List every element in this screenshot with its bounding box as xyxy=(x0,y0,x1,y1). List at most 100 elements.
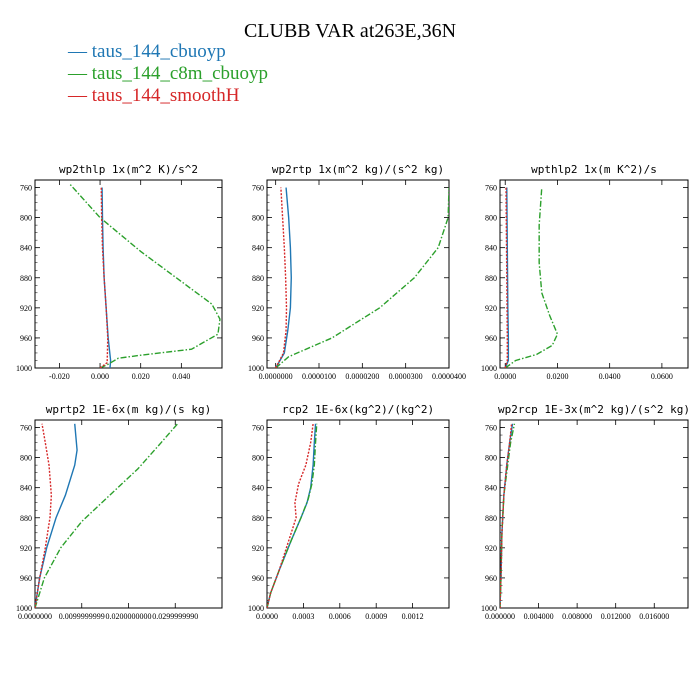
x-tick-label: 0.012000 xyxy=(601,612,631,621)
y-tick-label: 960 xyxy=(485,574,497,583)
legend-swatch: — xyxy=(68,63,87,84)
legend-item-cbuoyp: — taus_144_cbuoyp xyxy=(68,41,268,63)
chart-title: wprtp2 1E-6x(m kg)/(s kg) xyxy=(46,403,212,416)
y-tick-label: 920 xyxy=(20,544,32,553)
y-tick-label: 760 xyxy=(485,184,497,193)
x-tick-label: 0.040 xyxy=(172,372,190,381)
x-tick-label: 0.0200000000 xyxy=(106,612,152,621)
legend-label: taus_144_smoothH xyxy=(91,85,240,106)
series-line-3 xyxy=(275,187,288,368)
series-line-1 xyxy=(500,423,514,608)
y-tick-label: 920 xyxy=(252,304,264,313)
legend-swatch: — xyxy=(68,85,87,106)
series-line-2 xyxy=(504,187,559,368)
y-tick-label: 920 xyxy=(252,544,264,553)
chart-panel-1: wp2thlp 1x(m^2 K)/s^2 760 800 840 880 920 960 1… xyxy=(16,163,223,381)
y-tick-label: 800 xyxy=(252,454,264,463)
series-line-3 xyxy=(504,187,509,368)
y-tick-label: 960 xyxy=(252,334,264,343)
y-tick-label: 880 xyxy=(252,514,264,523)
x-tick-label: 0.016000 xyxy=(639,612,669,621)
chart-panel-5: rcp2 1E-6x(kg^2)/(kg^2) 760 800 840 880 920 96… xyxy=(248,403,450,621)
legend-item-smoothh: — taus_144_smoothH xyxy=(68,85,268,107)
y-tick-label: 800 xyxy=(20,454,32,463)
y-tick-label: 1000 xyxy=(16,364,32,373)
x-tick-label: 0.0012 xyxy=(402,612,424,621)
chart-title: wp2thlp 1x(m^2 K)/s^2 xyxy=(59,163,198,176)
y-tick-label: 1000 xyxy=(481,364,497,373)
series-line-2 xyxy=(275,187,449,368)
y-tick-label: 840 xyxy=(252,244,264,253)
series-line-3 xyxy=(500,423,513,608)
y-tick-label: 760 xyxy=(20,424,32,433)
x-tick-label: 0.0000000 xyxy=(259,372,293,381)
x-tick-label: 0.0003 xyxy=(292,612,314,621)
y-tick-label: 1000 xyxy=(248,364,264,373)
legend-item-c8m-cbuoyp: — taus_144_c8m_cbuoyp xyxy=(68,63,268,85)
legend-label: taus_144_c8m_cbuoyp xyxy=(91,63,269,84)
y-tick-label: 840 xyxy=(252,484,264,493)
y-tick-label: 800 xyxy=(252,214,264,223)
x-tick-label: 0.0006 xyxy=(329,612,351,621)
x-tick-label: 0.0000400 xyxy=(432,372,466,381)
y-tick-label: 880 xyxy=(20,514,32,523)
y-tick-label: 840 xyxy=(20,244,32,253)
legend-swatch: — xyxy=(68,41,87,62)
x-tick-label: 0.0000 xyxy=(256,612,278,621)
y-tick-label: 960 xyxy=(485,334,497,343)
y-tick-label: 760 xyxy=(252,184,264,193)
y-tick-label: 880 xyxy=(20,274,32,283)
y-tick-label: 760 xyxy=(252,424,264,433)
x-tick-label: 0.004000 xyxy=(524,612,554,621)
x-tick-label: 0.000 xyxy=(91,372,109,381)
chart-title: wp2rcp 1E-3x(m^2 kg)/(s^2 kg) xyxy=(498,403,690,416)
series-line-3 xyxy=(99,187,109,368)
y-tick-label: 920 xyxy=(485,544,497,553)
x-tick-label: 0.0000000 xyxy=(18,612,52,621)
y-tick-label: 840 xyxy=(485,244,497,253)
chart-title: wpthlp2 1x(m K^2)/s xyxy=(531,163,657,176)
y-tick-label: 880 xyxy=(252,274,264,283)
y-tick-label: 920 xyxy=(485,304,497,313)
y-tick-label: 880 xyxy=(485,514,497,523)
series-line-1 xyxy=(267,423,317,608)
chart-panel-4: wprtp2 1E-6x(m kg)/(s kg) 760 800 840 880 920… xyxy=(16,403,223,621)
series-line-1 xyxy=(101,187,112,368)
y-tick-label: 960 xyxy=(20,574,32,583)
plot-frame xyxy=(499,419,689,609)
y-tick-label: 800 xyxy=(20,214,32,223)
chart-title: rcp2 1E-6x(kg^2)/(kg^2) xyxy=(282,403,434,416)
x-tick-label: 0.020 xyxy=(132,372,150,381)
y-tick-label: 960 xyxy=(20,334,32,343)
chart-panel-6: wp2rcp 1E-3x(m^2 kg)/(s^2 kg)760 800 840 88… xyxy=(481,403,690,621)
series-line-1 xyxy=(35,423,78,608)
plot-frame xyxy=(34,419,223,609)
figure-title: CLUBB VAR at263E,36N xyxy=(243,20,457,42)
chart-panel-2: wp2rtp 1x(m^2 kg)/(s^2 kg) 760 800 840 880 92… xyxy=(248,163,466,381)
y-tick-label: 760 xyxy=(485,424,497,433)
y-tick-label: 1000 xyxy=(481,604,497,613)
legend: — taus_144_cbuoyp — taus_144_c8m_cbuoyp … xyxy=(68,41,268,107)
series-line-1 xyxy=(504,187,510,368)
x-tick-label: 0.0400 xyxy=(599,372,621,381)
y-tick-label: 840 xyxy=(485,484,497,493)
plot-frame xyxy=(266,419,450,609)
chart-panel-3: wpthlp2 1x(m K^2)/s 760 800 840 880 920 960 100… xyxy=(481,163,689,381)
x-tick-label: -0.020 xyxy=(49,372,70,381)
x-tick-label: 0.008000 xyxy=(562,612,592,621)
series-line-2 xyxy=(35,423,179,608)
series-line-2 xyxy=(267,423,318,608)
x-tick-label: 0.0299999990 xyxy=(152,612,198,621)
y-tick-label: 1000 xyxy=(248,604,264,613)
y-tick-label: 880 xyxy=(485,274,497,283)
series-line-3 xyxy=(35,423,53,608)
plot-frame xyxy=(34,179,223,369)
series-line-1 xyxy=(275,187,292,368)
x-tick-label: 0.000000 xyxy=(485,612,515,621)
series-line-3 xyxy=(267,423,314,608)
x-tick-label: 0.0000300 xyxy=(389,372,423,381)
chart-title: wp2rtp 1x(m^2 kg)/(s^2 kg) xyxy=(272,163,444,176)
y-tick-label: 920 xyxy=(20,304,32,313)
y-tick-label: 840 xyxy=(20,484,32,493)
